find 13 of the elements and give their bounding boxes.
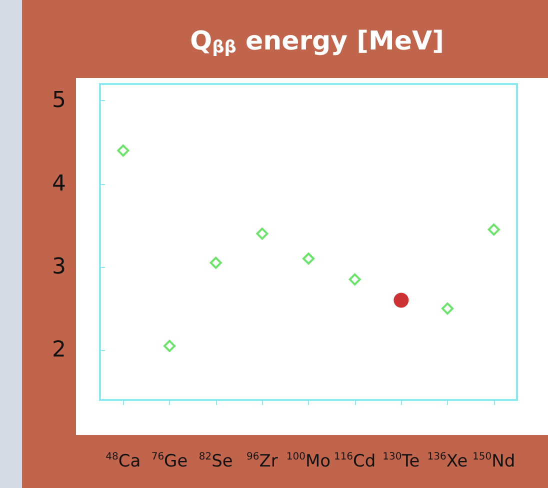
point bbox=[348, 273, 361, 286]
y-tick-label: 5 bbox=[52, 88, 66, 114]
point bbox=[442, 302, 454, 315]
point bbox=[256, 228, 268, 240]
point bbox=[164, 340, 176, 352]
point bbox=[394, 292, 409, 308]
point bbox=[210, 256, 222, 269]
point bbox=[302, 252, 314, 265]
y-tick-label: 4 bbox=[52, 171, 66, 196]
y-tick-label: 2 bbox=[52, 338, 66, 363]
point bbox=[117, 144, 130, 157]
point bbox=[488, 224, 500, 236]
y-tick-label: 3 bbox=[52, 254, 66, 280]
